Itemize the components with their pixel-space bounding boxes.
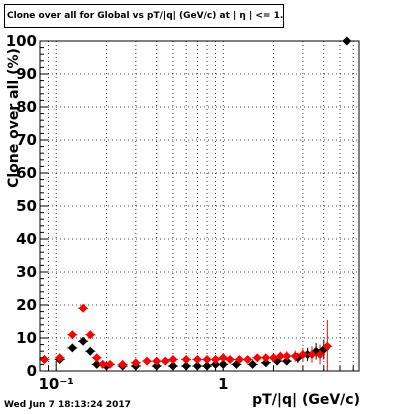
red-data-point <box>55 353 65 363</box>
red-data-point <box>315 350 325 359</box>
red-data-point <box>142 356 152 366</box>
plot-frame <box>39 40 360 372</box>
red-data-point <box>218 353 228 363</box>
y-tick-label: 90 <box>16 65 37 83</box>
data-points <box>39 36 352 371</box>
black-data-point <box>92 359 102 369</box>
black-data-point <box>67 343 77 353</box>
grid-lines <box>40 41 359 371</box>
red-data-point <box>181 354 191 364</box>
red-data-point <box>268 353 278 363</box>
y-tick-label: 20 <box>16 296 37 314</box>
red-data-point <box>290 351 300 361</box>
x-tick-label: 10⁻¹ <box>38 375 73 393</box>
black-data-point <box>282 356 292 366</box>
y-tick-label: 80 <box>16 98 37 116</box>
tick-labels: 0 10 20 30 40 50 60 70 80 90 100 10⁻¹ 1 <box>6 32 229 393</box>
red-data-point <box>168 354 178 364</box>
y-tick-label: 40 <box>16 230 37 248</box>
red-data-point <box>118 359 128 369</box>
red-data-point <box>298 350 308 359</box>
red-data-point <box>85 330 95 340</box>
y-tick-label: 70 <box>16 131 37 149</box>
red-data-point <box>252 353 262 363</box>
red-data-point <box>78 303 88 313</box>
red-data-point <box>307 350 317 359</box>
y-tick-label: 30 <box>16 263 37 281</box>
y-tick-label: 50 <box>16 197 37 215</box>
red-data-point <box>67 330 77 340</box>
red-data-point <box>225 354 235 364</box>
y-tick-label: 10 <box>16 329 37 347</box>
red-data-point <box>160 356 170 366</box>
red-data-point <box>243 354 253 364</box>
x-tick-label: 1 <box>218 375 228 393</box>
timestamp: Wed Jun 7 18:13:24 2017 <box>4 400 131 410</box>
red-data-point <box>39 354 49 364</box>
red-data-point <box>202 354 212 364</box>
red-data-point <box>152 356 162 366</box>
red-data-point <box>192 354 202 364</box>
y-tick-label: 0 <box>27 362 37 380</box>
black-data-point <box>78 336 88 346</box>
axis-ticks <box>40 40 354 372</box>
y-tick-label: 60 <box>16 164 37 182</box>
red-data-point <box>234 354 244 364</box>
red-data-point <box>105 359 115 369</box>
red-data-point <box>261 353 271 363</box>
black-data-point <box>248 359 258 369</box>
red-data-point <box>275 351 285 361</box>
x-axis-label: pT/|q| (GeV/c) <box>252 392 360 408</box>
chart-title: Clone over all for Global vs pT/|q| (GeV… <box>4 4 284 28</box>
red-data-point <box>322 341 332 351</box>
black-data-point <box>261 358 271 368</box>
red-data-point <box>98 359 108 369</box>
y-tick-label: 100 <box>6 32 37 50</box>
red-data-point <box>92 353 102 363</box>
error-bars <box>39 40 352 371</box>
red-data-point <box>131 358 141 368</box>
black-data-point <box>211 359 221 369</box>
red-data-point <box>211 354 221 364</box>
red-data-point <box>282 351 292 361</box>
black-data-point <box>85 346 95 356</box>
y-axis-label: Clone over all (%) <box>6 48 22 188</box>
